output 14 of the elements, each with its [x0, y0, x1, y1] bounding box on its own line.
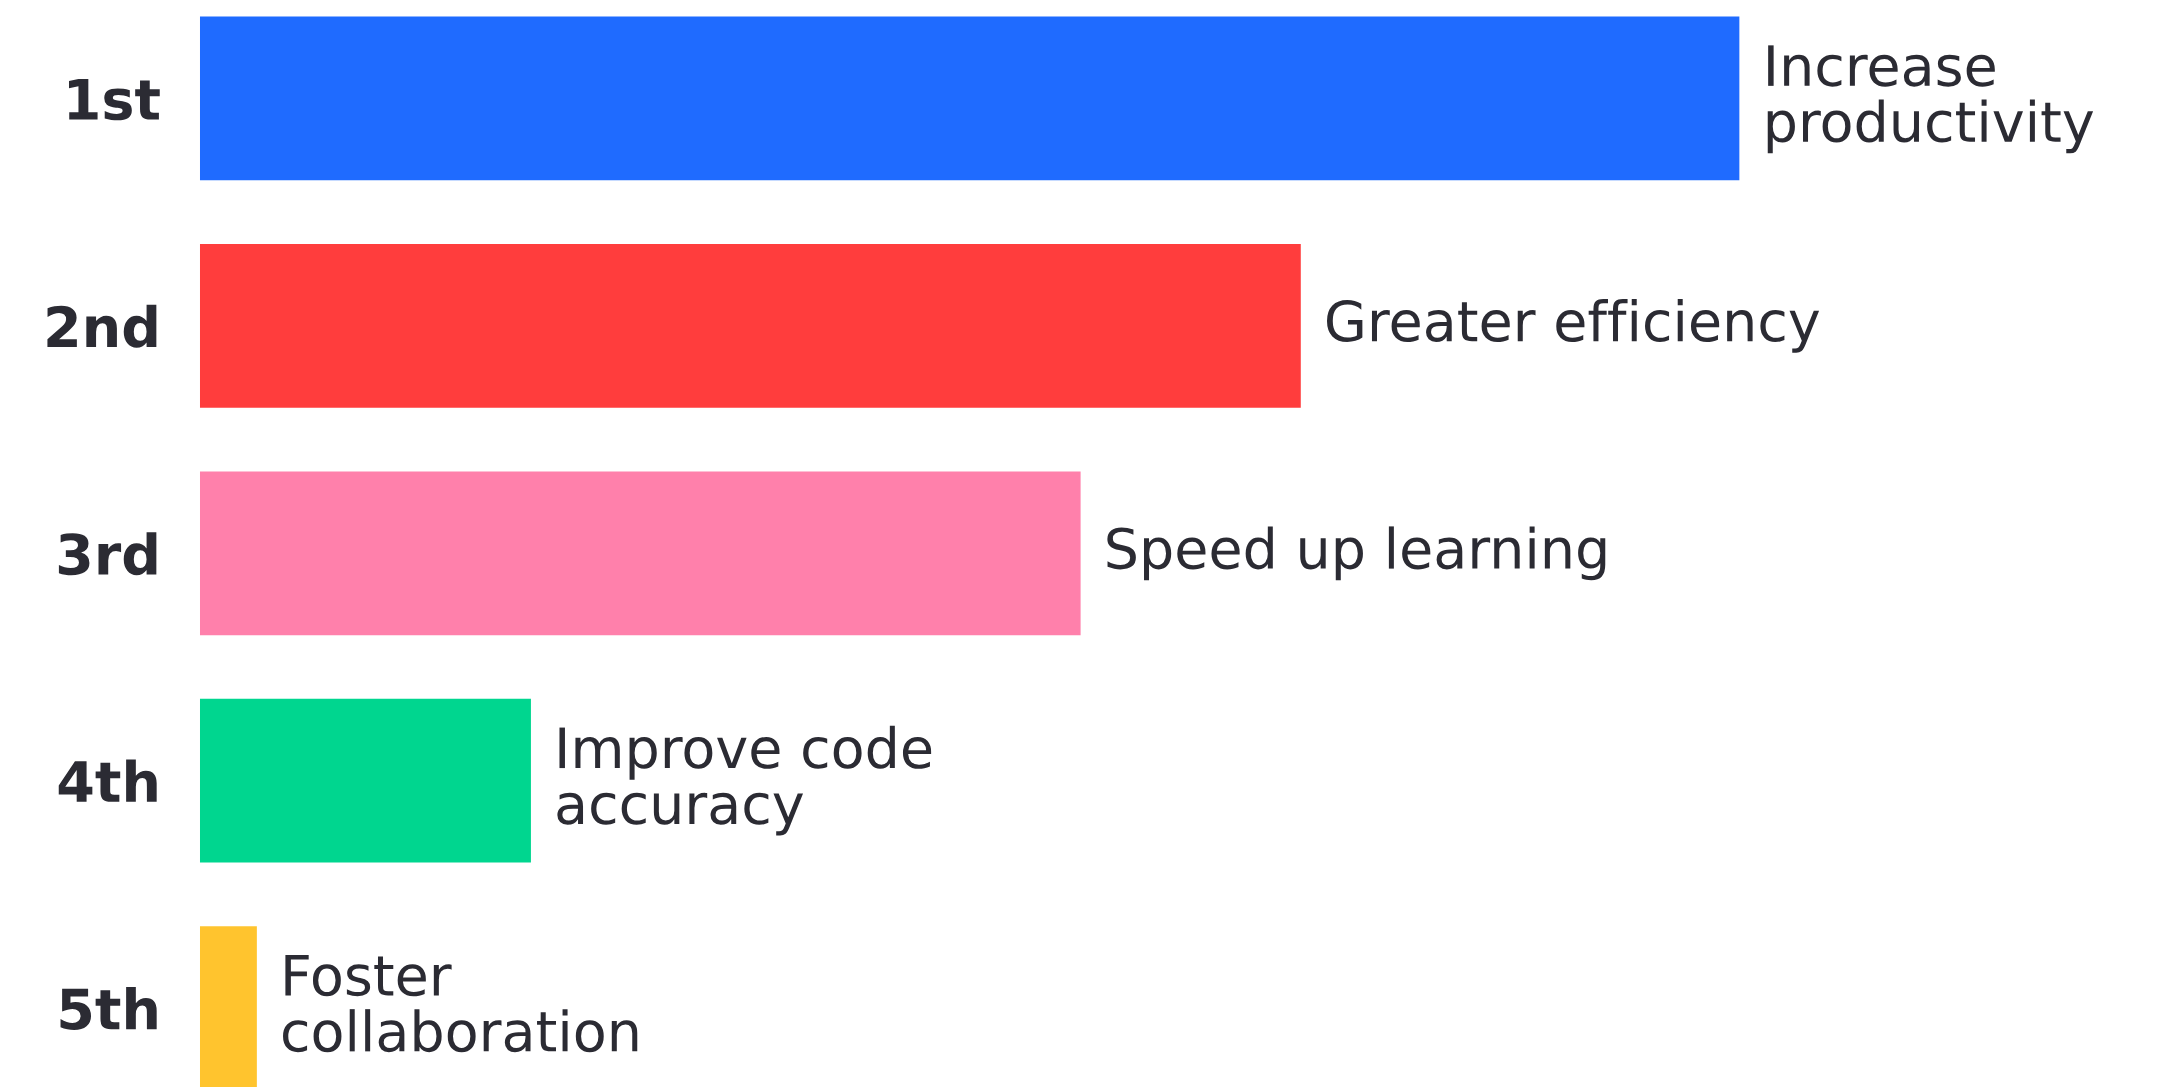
y-tick-label: 3rd	[58, 532, 157, 576]
annotation: Increase productivity	[1767, 45, 2094, 154]
y-tick-label: 5th	[60, 986, 157, 1030]
bar	[199, 698, 531, 863]
y-tick-label: 1st	[69, 79, 160, 121]
bar	[199, 244, 1301, 408]
bar	[199, 471, 1081, 636]
annotation: Greater efficiency	[1327, 298, 1820, 353]
annotation: Improve code accuracy	[557, 725, 932, 836]
y-tick-label: 2nd	[47, 304, 157, 348]
annotation: Speed up learning	[1107, 526, 1606, 581]
bar	[199, 16, 1740, 181]
annotation: Foster collaboration	[283, 954, 638, 1053]
y-tick-label: 4th	[58, 759, 157, 802]
